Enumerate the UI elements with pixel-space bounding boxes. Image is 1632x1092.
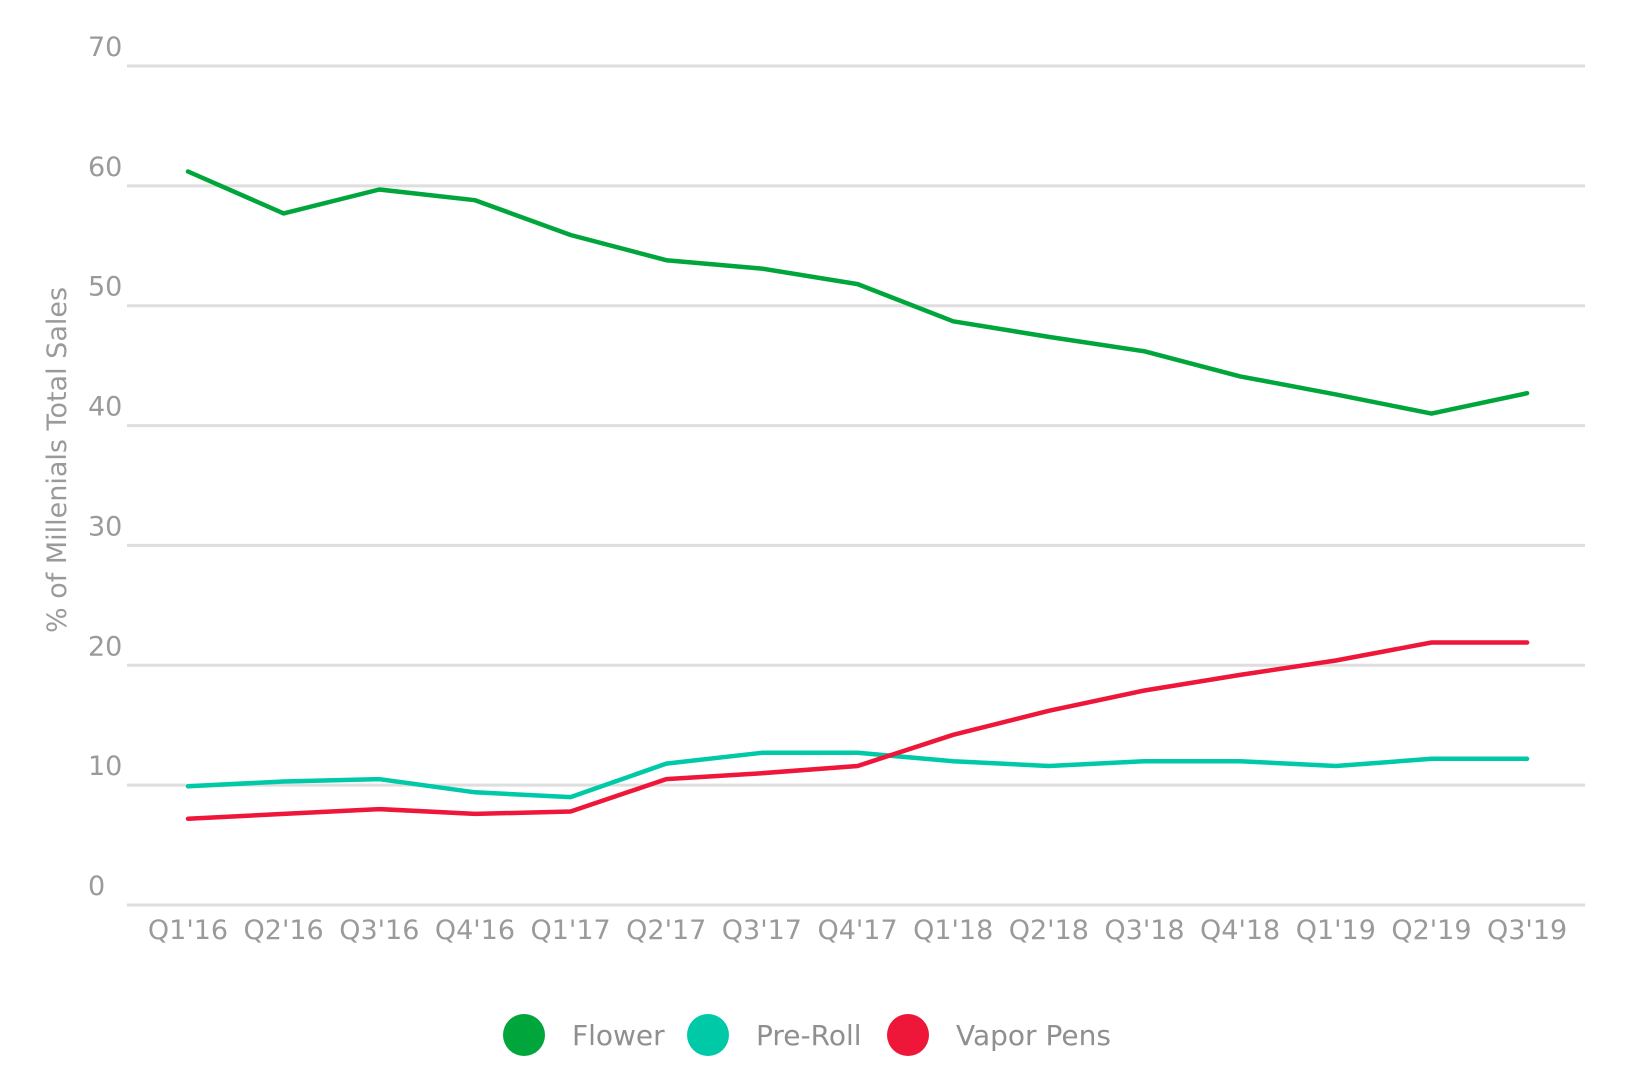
y-tick-label: 70 bbox=[88, 32, 122, 63]
x-tick-label: Q1'19 bbox=[1296, 915, 1376, 946]
series-line-vapor-pens bbox=[185, 640, 1530, 821]
x-tick-label: Q1'16 bbox=[148, 915, 228, 946]
x-tick-label: Q2'19 bbox=[1391, 915, 1471, 946]
y-axis-ticks: 0 10 20 30 40 50 60 70 bbox=[88, 32, 122, 902]
series-lines bbox=[185, 169, 1530, 821]
legend-swatch bbox=[687, 1014, 729, 1056]
legend-swatch bbox=[503, 1014, 545, 1056]
x-tick-label: Q3'17 bbox=[722, 915, 802, 946]
x-tick-label: Q4'16 bbox=[435, 915, 515, 946]
x-axis-ticks: Q1'16 Q2'16 Q3'16 Q4'16 Q1'17 Q2'17 Q3'17 Q4'17… bbox=[148, 915, 1567, 946]
x-tick-label: Q1'18 bbox=[913, 915, 993, 946]
y-tick-label: 20 bbox=[88, 631, 122, 662]
y-tick-label: 50 bbox=[88, 272, 122, 303]
y-tick-label: 40 bbox=[88, 392, 122, 423]
y-tick-label: 60 bbox=[88, 152, 122, 183]
legend-item-vapor-pens: Vapor Pens bbox=[887, 1014, 1111, 1056]
y-tick-label: 30 bbox=[88, 511, 122, 542]
series-line-flower bbox=[185, 169, 1530, 416]
y-axis-title: % of Millenials Total Sales bbox=[42, 287, 73, 633]
x-tick-label: Q1'17 bbox=[530, 915, 610, 946]
legend-item-pre-roll: Pre-Roll bbox=[687, 1014, 862, 1056]
legend-item-flower: Flower bbox=[503, 1014, 665, 1056]
y-tick-label: 0 bbox=[88, 871, 105, 902]
x-tick-label: Q2'18 bbox=[1009, 915, 1089, 946]
legend-swatch bbox=[887, 1014, 929, 1056]
x-tick-label: Q3'16 bbox=[339, 915, 419, 946]
x-tick-label: Q2'17 bbox=[626, 915, 706, 946]
y-tick-label: 10 bbox=[88, 751, 122, 782]
gridlines bbox=[127, 64, 1585, 907]
x-tick-label: Q3'19 bbox=[1487, 915, 1567, 946]
x-tick-label: Q4'18 bbox=[1200, 915, 1280, 946]
legend-label: Vapor Pens bbox=[956, 1019, 1111, 1052]
legend-label: Flower bbox=[572, 1019, 665, 1052]
x-tick-label: Q3'18 bbox=[1104, 915, 1184, 946]
legend-label: Pre-Roll bbox=[756, 1019, 862, 1052]
series-line-pre-roll bbox=[185, 750, 1530, 800]
legend: Flower Pre-Roll Vapor Pens bbox=[503, 1014, 1111, 1056]
x-tick-label: Q4'17 bbox=[817, 915, 897, 946]
x-tick-label: Q2'16 bbox=[244, 915, 324, 946]
